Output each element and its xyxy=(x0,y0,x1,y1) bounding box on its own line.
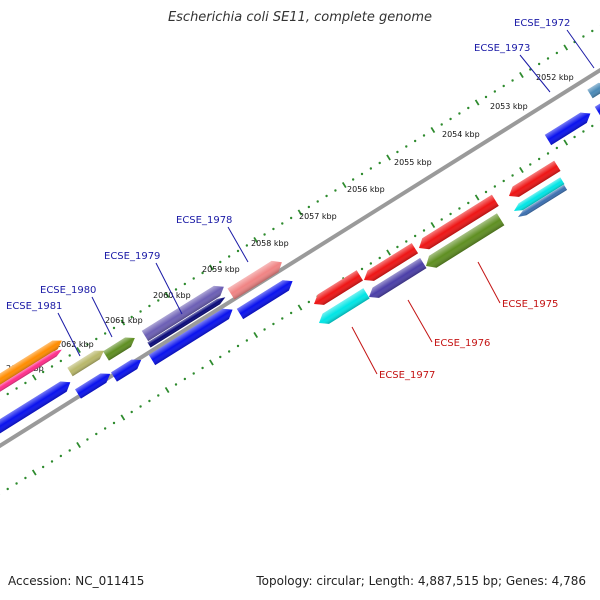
reverse-gene-feature xyxy=(369,257,427,298)
gene-label: ECSE_1975 xyxy=(502,299,558,310)
genome-summary-text: Topology: circular; Length: 4,887,515 bp… xyxy=(256,574,586,588)
gene-label: ECSE_1980 xyxy=(40,285,96,296)
gene-label-leader xyxy=(91,296,113,338)
forward-gene-feature xyxy=(75,373,111,399)
gene-label: ECSE_1979 xyxy=(104,251,160,262)
tick-label: 2058 kbp xyxy=(251,239,289,248)
gene-label: ECSE_1981 xyxy=(6,301,62,312)
gene-labels: ECSE_1972 ECSE_1973 ECSE_1978 ECSE_1979 ECSE… xyxy=(6,18,595,381)
forward-gene-feature xyxy=(0,381,71,436)
tick-label: 2057 kbp xyxy=(299,212,337,221)
gene-label-leader xyxy=(227,226,249,263)
tick-label: 2052 kbp xyxy=(536,73,574,82)
forward-gene-feature xyxy=(0,340,62,388)
gene-label-leader xyxy=(155,262,183,315)
tick-label: 2055 kbp xyxy=(394,158,432,167)
tick-label: 2059 kbp xyxy=(202,265,240,274)
forward-gene-feature xyxy=(544,112,591,146)
forward-gene-feature xyxy=(227,260,282,300)
gene-features xyxy=(0,82,600,436)
gene-label: ECSE_1976 xyxy=(434,338,490,349)
forward-gene-feature xyxy=(103,337,135,361)
forward-gene-feature xyxy=(111,359,142,382)
gene-label: ECSE_1977 xyxy=(379,370,435,381)
forward-gene-feature xyxy=(141,285,224,342)
reverse-gene-feature xyxy=(514,177,565,211)
gene-label-leader xyxy=(566,29,595,69)
accession-text: Accession: NC_011415 xyxy=(8,574,145,588)
forward-gene-feature xyxy=(594,102,600,118)
page-title: Escherichia coli SE11, complete genome xyxy=(167,10,433,25)
tick-label: 2062 kbp xyxy=(56,340,94,349)
genome-backbone xyxy=(0,67,600,449)
tick-label: 2056 kbp xyxy=(347,185,385,194)
reverse-gene-feature xyxy=(314,270,363,305)
tick-label: 2060 kbp xyxy=(153,291,191,300)
gene-label: ECSE_1972 xyxy=(514,18,570,29)
forward-gene-feature xyxy=(147,297,226,348)
upper-tick-row xyxy=(0,25,600,400)
tick-label: 2061 kbp xyxy=(105,316,143,325)
forward-gene-feature xyxy=(148,308,233,366)
tick-label: 2053 kbp xyxy=(490,102,528,111)
gene-label: ECSE_1978 xyxy=(176,215,232,226)
forward-gene-feature xyxy=(0,349,62,395)
gene-label-leader xyxy=(57,312,81,357)
gene-label-leader xyxy=(407,299,433,343)
reverse-gene-feature xyxy=(319,288,370,324)
tick-label: 2054 kbp xyxy=(442,130,480,139)
reverse-gene-feature xyxy=(426,213,505,268)
forward-gene-feature xyxy=(67,350,104,377)
kbp-ticks: 2052 kbp 2053 kbp 2054 kbp 2055 kbp 2056 kbp… xyxy=(0,25,600,495)
backbone-line xyxy=(0,67,600,449)
gene-label-leader xyxy=(519,54,551,93)
forward-gene-feature xyxy=(587,82,600,99)
reverse-gene-feature xyxy=(509,160,561,197)
gene-label-leader xyxy=(477,261,501,304)
reverse-gene-feature xyxy=(518,184,568,217)
gene-label-leader xyxy=(351,326,378,375)
reverse-gene-feature xyxy=(364,243,419,281)
lower-tick-row xyxy=(0,120,600,495)
gene-label: ECSE_1973 xyxy=(474,43,530,54)
forward-gene-feature xyxy=(236,280,293,320)
reverse-gene-feature xyxy=(419,194,499,250)
